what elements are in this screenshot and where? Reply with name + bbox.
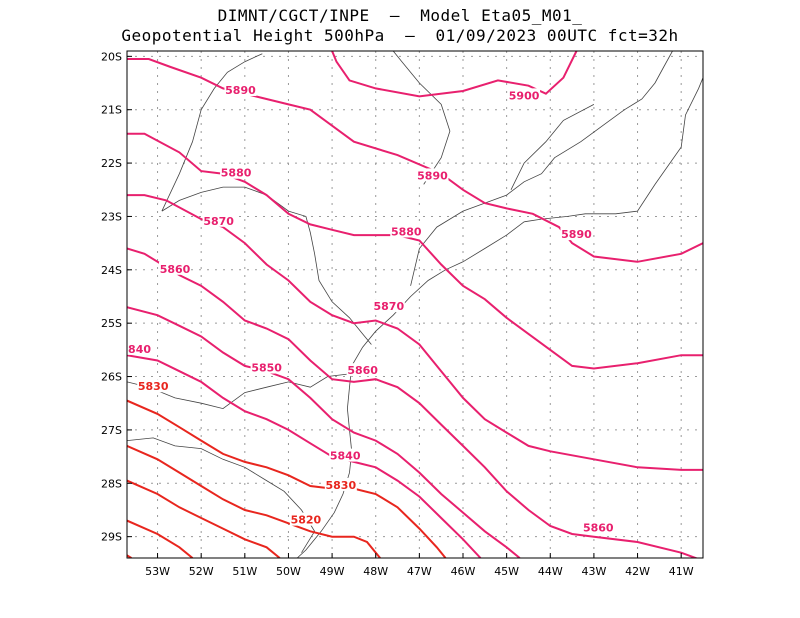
state-boundary [161, 53, 263, 212]
contour-label-5890: 5890 [225, 84, 256, 97]
contour-label-bg [372, 299, 405, 313]
lon-tick-label: 44W [538, 565, 563, 578]
contour-5880 [127, 132, 703, 370]
lat-tick-label: 27S [101, 424, 122, 437]
coastline [524, 77, 703, 223]
contour-label-bg [329, 448, 362, 462]
grid-lines [127, 51, 703, 558]
lon-tick-label: 51W [232, 565, 257, 578]
contour-label-5820: 5820 [291, 514, 322, 527]
lon-tick-label: 50W [276, 565, 301, 578]
contour-label-5850: 5850 [251, 362, 282, 375]
coastline-layer [127, 51, 703, 558]
lon-tick-label: 42W [625, 565, 650, 578]
lon-tick-label: 49W [320, 565, 345, 578]
contour-label-5870: 5870 [374, 300, 405, 313]
contour-label-bg [224, 83, 257, 97]
lat-tick-label: 21S [101, 104, 122, 117]
lon-tick-label: 41W [669, 565, 694, 578]
contour-5800 [127, 519, 194, 558]
contour-label-bg [390, 224, 423, 238]
contour-label-bg [508, 88, 541, 102]
state-boundary [127, 437, 316, 553]
state-boundary [510, 104, 595, 190]
contour-label-bg [250, 360, 283, 374]
lat-tick-label: 28S [101, 477, 122, 490]
lat-tick-label: 23S [101, 210, 122, 223]
lon-tick-label: 46W [451, 565, 476, 578]
contour-label-5890: 5890 [417, 169, 448, 182]
contour-label-5880: 5880 [391, 225, 422, 238]
contour-label-bg [137, 379, 170, 393]
contour-label-bg [560, 227, 593, 241]
contour-label-bg [346, 363, 379, 377]
contour-label-bg [324, 477, 357, 491]
contour-label-bg [416, 168, 449, 182]
contour-label-5830: 5830 [326, 479, 357, 492]
lat-tick-label: 25S [101, 317, 122, 330]
contour-label-5860: 5860 [583, 522, 614, 535]
contour-5830 [127, 399, 447, 558]
lat-tick-label: 20S [101, 50, 122, 63]
contour-label-bg [220, 165, 253, 179]
lat-tick-label: 24S [101, 264, 122, 277]
contour-5810 [127, 479, 281, 558]
contour-label-bg [582, 520, 615, 534]
lon-tick-label: 43W [581, 565, 606, 578]
contour-label-5890: 5890 [561, 228, 592, 241]
contour-5840 [127, 354, 482, 558]
contour-label-5870: 5870 [203, 215, 234, 228]
contour-5820 [127, 444, 381, 558]
contour-5850 [127, 306, 521, 558]
lat-tick-label: 29S [101, 531, 122, 544]
lon-tick-label: 48W [363, 565, 388, 578]
contour-label-5900: 5900 [509, 89, 540, 102]
contour-label-5840: 5840 [330, 450, 361, 463]
contour-label-bg [289, 512, 322, 526]
state-boundary [410, 51, 673, 286]
contour-5900 [331, 51, 578, 98]
contour-label-5840: 5840 [120, 343, 151, 356]
contour-label-5830: 5830 [138, 380, 169, 393]
lon-tick-label: 52W [189, 565, 214, 578]
lon-tick-label: 53W [145, 565, 170, 578]
lat-tick-label: 26S [101, 371, 122, 384]
coastline [296, 221, 525, 558]
contour-label-5860: 5860 [347, 364, 378, 377]
contour-label-bg [159, 261, 191, 275]
contour-label-bg [127, 341, 152, 355]
lon-tick-label: 47W [407, 565, 432, 578]
state-boundary [392, 51, 451, 185]
plot-frame [126, 50, 704, 559]
lon-tick-label: 45W [494, 565, 519, 578]
contour-label-5880: 5880 [221, 167, 252, 180]
lat-tick-label: 22S [101, 157, 122, 170]
contour-label-bg [202, 213, 235, 227]
axis-labels: 53W 52W 51W 50W 49W 48W 47W 46W 45W 44W 43W 42W 41W 2… [101, 50, 694, 578]
map-title-line-2: Geopotential Height 500hPa – 01/09/2023 … [121, 26, 679, 45]
contour-layer: 5900 5890 5890 5890 5880 5880 5870 5870 5860 5860… [120, 51, 703, 558]
state-boundary [127, 373, 350, 410]
contour-label-5860: 5860 [160, 263, 191, 276]
state-boundary [161, 186, 372, 345]
map-title-line-1: DIMNT/CGCT/INPE – Model Eta05_M01_ [217, 6, 583, 25]
contour-5860 [127, 247, 699, 558]
